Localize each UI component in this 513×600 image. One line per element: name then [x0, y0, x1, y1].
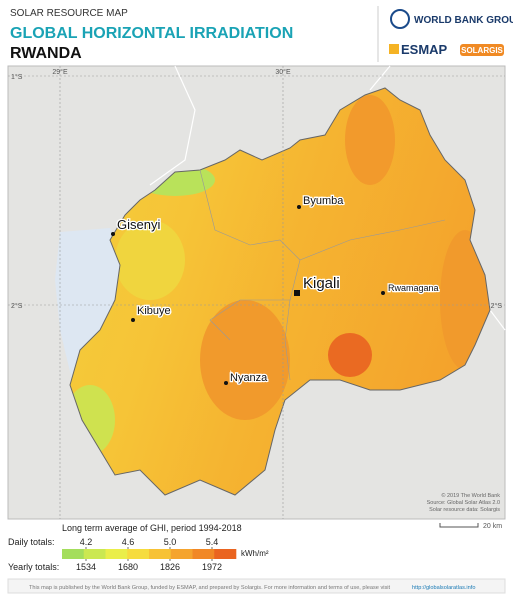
map-title: GLOBAL HORIZONTAL IRRADIATION [10, 25, 293, 42]
country-border [69, 87, 491, 496]
city-label: Kigali [303, 275, 340, 292]
country-name: RWANDA [10, 45, 82, 62]
city-layer: Gisenyi Byumba Kigali Rwamagana Kibuye Nyanza [111, 194, 440, 385]
legend-swatch [62, 549, 85, 559]
legend-tick-label: 4.2 [80, 537, 93, 547]
scale-label: 20 km [483, 523, 502, 530]
credit: Source: Global Solar Atlas 2.0 [427, 500, 500, 506]
world-bank-text: WORLD BANK GROUP [414, 15, 513, 26]
irradiation-high [328, 333, 372, 377]
lon-label: 30°E [275, 68, 291, 76]
city-label: Kibuye [137, 305, 171, 317]
legend-tick-label: 1972 [202, 562, 222, 572]
legend-swatch [149, 549, 172, 559]
lat-label: 1°S [11, 73, 23, 81]
legend: 4.2 4.6 5.0 5.4 1534 1680 1826 1972 [62, 537, 237, 572]
legend-tick-label: 5.4 [206, 537, 219, 547]
lake-kivu [55, 228, 132, 380]
solargis-text: SOLARGIS [461, 46, 503, 55]
legend-swatch [170, 549, 193, 559]
legend-swatch [192, 549, 215, 559]
city-marker [131, 318, 135, 322]
footer-band [7, 578, 506, 594]
esmap-logo [389, 44, 399, 54]
province-border [284, 299, 291, 381]
esmap-text: ESMAP [401, 42, 448, 57]
footer-link[interactable]: http://globalsolaratlas.info [412, 585, 475, 591]
legend-tick-label: 4.6 [122, 537, 135, 547]
city-label: Gisenyi [117, 217, 160, 232]
irradiation-high [345, 95, 395, 185]
legend-swatch [105, 549, 128, 559]
city-label: Byumba [303, 195, 344, 207]
legend-swatch [214, 549, 237, 559]
footer-text: This map is published by the World Bank … [29, 585, 391, 591]
lon-label: 29°E [52, 68, 68, 76]
lat-label: 2°S [11, 302, 23, 310]
legend-daily-label: Daily totals: [8, 537, 55, 547]
legend-tick-label: 1826 [160, 562, 180, 572]
city-label: Rwamagana [388, 283, 439, 293]
kicker: SOLAR RESOURCE MAP [10, 8, 128, 19]
scale-bar [439, 523, 479, 528]
legend-title: Long term average of GHI, period 1994-20… [62, 523, 242, 533]
city-marker [297, 205, 301, 209]
irradiation-high [200, 300, 290, 420]
legend-tick-label: 1534 [76, 562, 96, 572]
legend-yearly-label: Yearly totals: [8, 562, 59, 572]
legend-swatch [127, 549, 150, 559]
legend-tick-label: 1680 [118, 562, 138, 572]
city-marker [381, 291, 385, 295]
border-line [149, 65, 196, 186]
legend-swatch [83, 549, 106, 559]
lat-label: 2°S [491, 302, 503, 310]
border-line [369, 65, 391, 91]
capital-marker [294, 290, 300, 296]
credit: Solar resource data: Solargis [429, 507, 500, 513]
legend-tick-label: 5.0 [164, 537, 177, 547]
world-bank-logo [390, 9, 410, 29]
city-marker [224, 381, 228, 385]
city-marker [111, 232, 115, 236]
border-line [489, 309, 506, 331]
solargis-logo [460, 44, 504, 56]
province-border [299, 219, 446, 261]
credit: © 2019 The World Bank [441, 492, 500, 499]
irradiation-mid [115, 220, 185, 300]
irradiation-high [440, 230, 490, 370]
legend-unit: kWh/m² [241, 549, 269, 558]
city-label: Nyanza [230, 372, 268, 384]
